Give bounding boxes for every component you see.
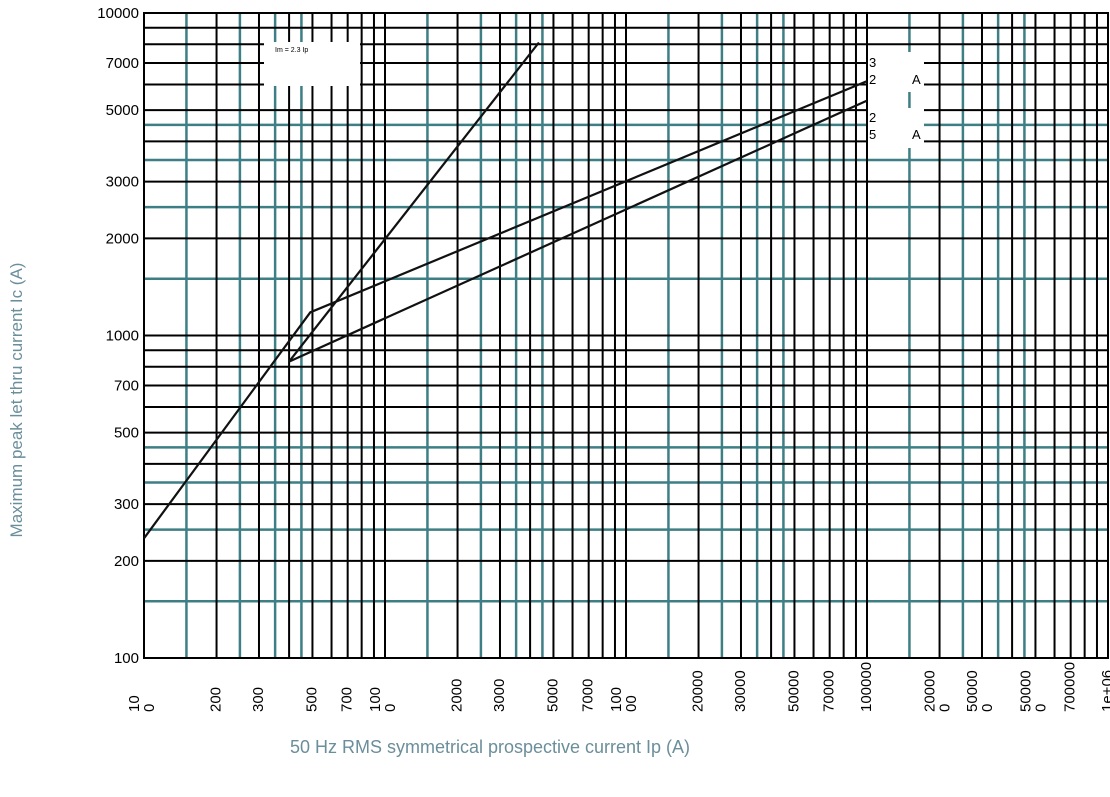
curve-labels: 3 2 A 2 5 A xyxy=(869,55,921,142)
x-tick-label: 200 xyxy=(208,687,225,712)
x-tick-label: 3000 xyxy=(491,679,508,712)
y-tick-label: 1000 xyxy=(106,328,139,345)
curve-label-2: 5 xyxy=(869,127,876,142)
x-tick-label: 50000 xyxy=(1017,670,1034,712)
x-tick-label: 2000 xyxy=(449,679,466,712)
y-tick-label: 10000 xyxy=(97,5,139,22)
x-tick-label: 5000 xyxy=(544,679,561,712)
x-tick-label: 20000 xyxy=(922,670,939,712)
curves xyxy=(143,41,868,539)
x-tick-label: 0 xyxy=(141,704,158,712)
annotation-text: Im = 2.3 Ip xyxy=(275,47,308,54)
x-tick-label: 700000 xyxy=(1062,662,1079,712)
y-tick-label: 2000 xyxy=(106,230,139,247)
x-tick-label: 50000 xyxy=(964,670,981,712)
y-tick-label: 700 xyxy=(114,377,139,394)
y-tick-label: 500 xyxy=(114,425,139,442)
x-tick-label: 50000 xyxy=(785,670,802,712)
curve-line-3 xyxy=(288,41,540,363)
y-tick-label: 100 xyxy=(114,650,139,667)
curve-label-2: 2 xyxy=(869,110,876,125)
x-tick-labels: 100 200 300 500 700 1000 2000 3000 5000 7000 10000… xyxy=(126,662,1110,712)
curve-label-2: A xyxy=(912,127,921,142)
x-tick-label: 20000 xyxy=(690,670,707,712)
annotation-box: Im = 2.3 Ip xyxy=(264,42,360,86)
curve-line-2 xyxy=(288,99,868,363)
y-tick-label: 7000 xyxy=(106,55,139,72)
grid-black xyxy=(143,13,1108,659)
x-tick-label: 100 xyxy=(367,687,384,712)
y-tick-label: 300 xyxy=(114,496,139,513)
x-tick-label: 30000 xyxy=(732,670,749,712)
y-tick-label: 5000 xyxy=(106,102,139,119)
curve-label-1: A xyxy=(912,72,921,87)
x-tick-label: 10 xyxy=(126,695,143,712)
x-tick-label: 0 xyxy=(979,704,996,712)
label-boxes xyxy=(868,52,924,148)
x-tick-label: 70000 xyxy=(821,670,838,712)
curve-line-1 xyxy=(143,80,868,539)
x-axis-label: 50 Hz RMS symmetrical prospective curren… xyxy=(290,737,690,757)
x-tick-label: 0 xyxy=(937,704,954,712)
x-tick-label: 100 xyxy=(608,687,625,712)
x-tick-label: 0 xyxy=(382,704,399,712)
y-tick-label: 200 xyxy=(114,553,139,570)
curve-label-1: 2 xyxy=(869,72,876,87)
x-tick-label: 700 xyxy=(339,687,356,712)
x-tick-label: 100000 xyxy=(858,662,875,712)
x-tick-label: 500 xyxy=(303,687,320,712)
x-tick-label: 0 xyxy=(1032,704,1049,712)
x-tick-label: 1e+06 xyxy=(1099,670,1110,712)
plot-frame xyxy=(143,12,1109,659)
y-tick-label: 3000 xyxy=(106,174,139,191)
x-tick-label: 00 xyxy=(623,695,640,712)
y-tick-labels: 10000 7000 5000 3000 2000 1000 700 500 300 200 100 xyxy=(97,5,139,667)
x-tick-label: 300 xyxy=(250,687,267,712)
x-tick-label: 7000 xyxy=(580,679,597,712)
curve-label-1: 3 xyxy=(869,55,876,70)
y-axis-label: Maximum peak let thru current Ic (A) xyxy=(7,263,26,538)
